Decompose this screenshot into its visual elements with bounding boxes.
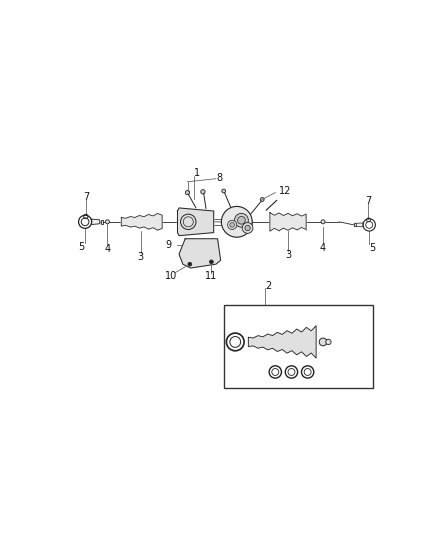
Circle shape xyxy=(222,189,226,193)
Circle shape xyxy=(260,198,264,201)
Text: 5: 5 xyxy=(369,243,375,253)
Polygon shape xyxy=(121,214,162,230)
Circle shape xyxy=(209,260,213,264)
Bar xyxy=(354,223,356,227)
Text: 2: 2 xyxy=(265,281,272,290)
Circle shape xyxy=(326,339,331,345)
Text: 5: 5 xyxy=(78,242,85,252)
Circle shape xyxy=(228,220,237,230)
Text: 8: 8 xyxy=(216,173,222,183)
Polygon shape xyxy=(355,223,363,227)
Text: 10: 10 xyxy=(165,271,177,281)
Polygon shape xyxy=(248,326,316,358)
Circle shape xyxy=(230,223,234,227)
Circle shape xyxy=(188,262,192,266)
Circle shape xyxy=(221,206,252,237)
Text: 3: 3 xyxy=(138,252,144,262)
Polygon shape xyxy=(92,219,100,224)
Text: 9: 9 xyxy=(165,240,171,250)
Circle shape xyxy=(237,216,245,224)
Text: 1: 1 xyxy=(194,168,200,179)
Text: 12: 12 xyxy=(279,186,292,196)
Circle shape xyxy=(201,190,205,194)
Text: 3: 3 xyxy=(285,250,291,260)
Polygon shape xyxy=(270,213,306,231)
Circle shape xyxy=(319,338,327,346)
Circle shape xyxy=(242,223,253,233)
Bar xyxy=(224,305,373,388)
Text: 11: 11 xyxy=(205,271,218,281)
Bar xyxy=(101,220,103,223)
Circle shape xyxy=(245,225,250,231)
Circle shape xyxy=(321,220,325,224)
Text: 4: 4 xyxy=(320,243,326,253)
Polygon shape xyxy=(179,239,221,268)
Polygon shape xyxy=(177,208,214,236)
Text: 4: 4 xyxy=(104,244,110,254)
Circle shape xyxy=(185,190,190,195)
Circle shape xyxy=(106,220,110,224)
Text: 7: 7 xyxy=(83,192,89,202)
Text: 7: 7 xyxy=(365,196,371,206)
Circle shape xyxy=(234,213,248,227)
